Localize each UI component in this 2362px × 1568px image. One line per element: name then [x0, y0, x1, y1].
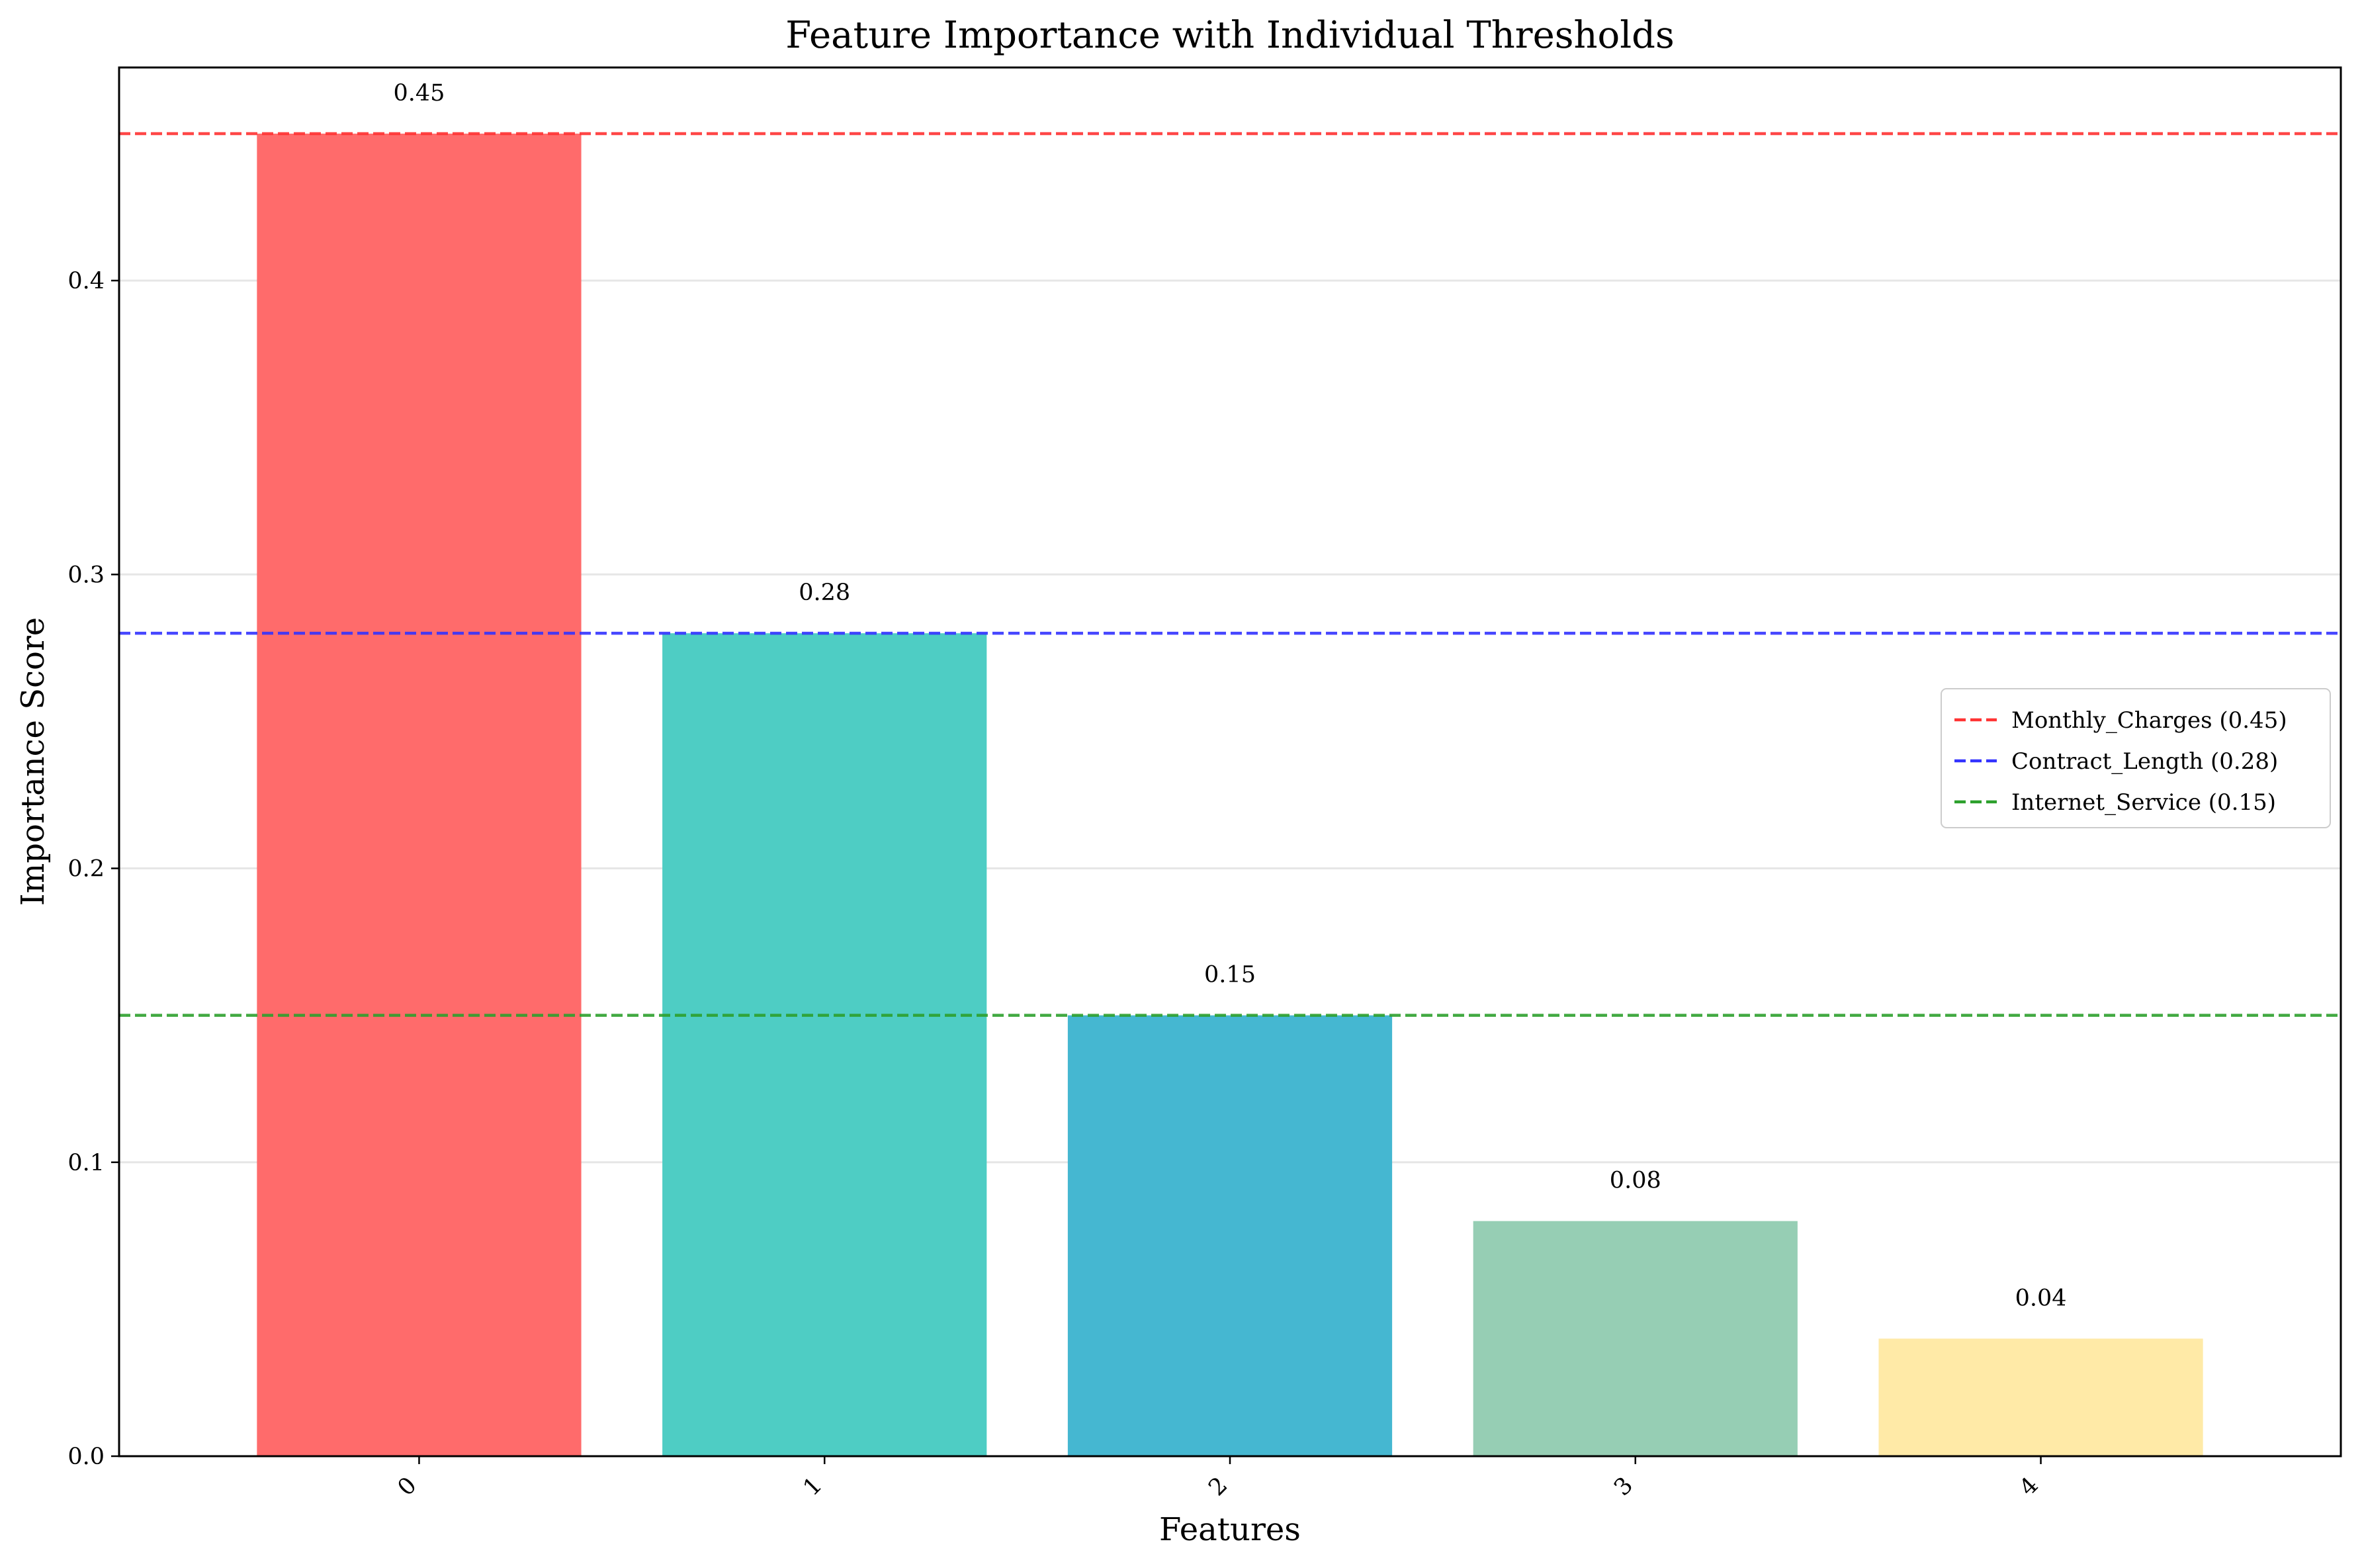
- x-tick-label: 1: [799, 1472, 828, 1501]
- y-axis-label: Importance Score: [15, 617, 52, 906]
- y-tick-label: 0.3: [67, 562, 105, 588]
- x-tick-label: 3: [1609, 1472, 1638, 1501]
- bar-2: [1067, 1015, 1393, 1456]
- bar-0: [257, 133, 582, 1456]
- y-tick-label: 0.4: [67, 268, 105, 294]
- threshold-lines: [119, 132, 2341, 1017]
- value-label-0: 0.45: [393, 80, 445, 107]
- value-label-2: 0.15: [1204, 962, 1256, 988]
- legend-box: [1941, 688, 2331, 828]
- bar-3: [1473, 1221, 1798, 1456]
- y-tick-label: 0.2: [67, 856, 105, 883]
- value-label-1: 0.28: [799, 580, 850, 606]
- value-labels: 0.45 0.28 0.15 0.08 0.04: [393, 80, 2066, 1311]
- bar-1: [662, 633, 987, 1456]
- value-label-3: 0.08: [1610, 1168, 1661, 1194]
- legend-label-2: Internet_Service (0.15): [2011, 789, 2276, 816]
- value-label-4: 0.04: [2015, 1285, 2067, 1311]
- x-axis-label: Features: [1159, 1511, 1301, 1548]
- y-tick-label: 0.1: [67, 1150, 105, 1176]
- y-axis-ticks: 0.0 0.1 0.2 0.3 0.4: [67, 268, 119, 1470]
- legend-label-0: Monthly_Charges (0.45): [2011, 707, 2287, 734]
- legend-label-1: Contract_Length (0.28): [2011, 748, 2278, 775]
- x-tick-label: 4: [2015, 1472, 2044, 1501]
- x-axis-ticks: 0 1 2 3 4: [393, 1456, 2044, 1501]
- bars: [257, 133, 2203, 1456]
- bar-4: [1878, 1338, 2203, 1456]
- legend: Monthly_Charges (0.45) Contract_Length (0…: [1941, 688, 2331, 828]
- x-tick-label: 0: [393, 1472, 422, 1501]
- y-tick-label: 0.0: [67, 1444, 105, 1470]
- chart-title: Feature Importance with Individual Thres…: [785, 14, 1674, 57]
- x-tick-label: 2: [1203, 1472, 1233, 1501]
